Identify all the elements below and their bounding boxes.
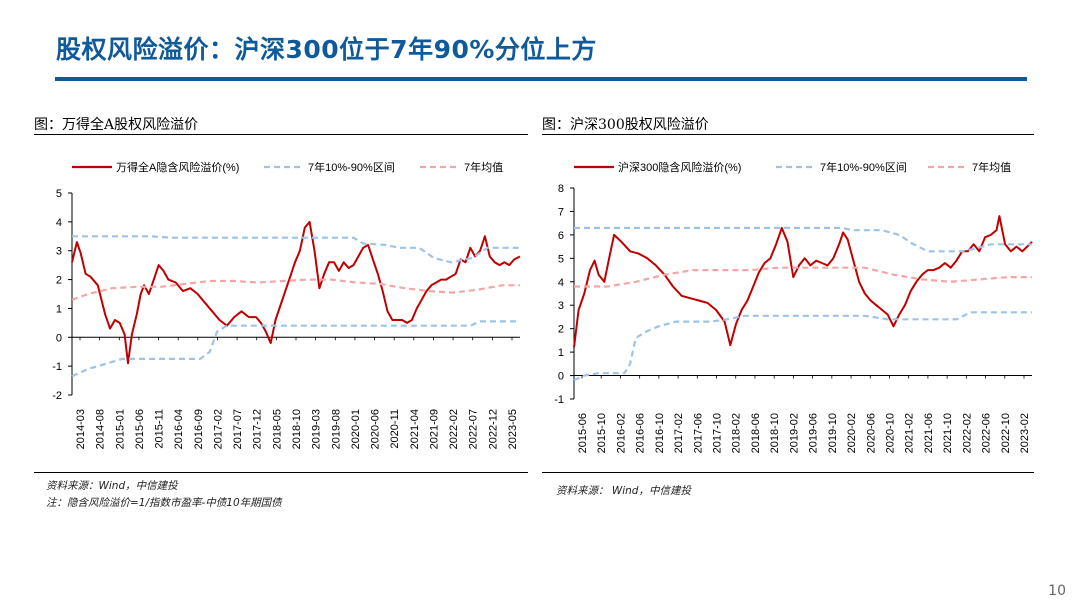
x-tick-label: 2014-08 <box>95 409 107 449</box>
right-chart-title: 图：沪深300股权风险溢价 <box>542 117 709 133</box>
left-bottom-rule <box>34 472 528 473</box>
x-tick-label: 2021-06 <box>923 413 935 453</box>
x-tick-label: 2020-11 <box>389 409 401 449</box>
series-line-3 <box>71 278 520 301</box>
x-tick-label: 2022-10 <box>1000 413 1012 453</box>
y-tick-label: 8 <box>558 183 564 195</box>
legend-label: 沪深300隐含风险溢价(%) <box>618 160 741 174</box>
right-source-note: 资料来源： Wind，中信建投 <box>556 485 691 497</box>
x-tick-label: 2019-08 <box>330 409 342 449</box>
x-tick-label: 2017-02 <box>673 413 685 453</box>
x-tick-label: 2018-10 <box>769 413 781 453</box>
x-tick-label: 2020-10 <box>884 413 896 453</box>
y-tick-label: 4 <box>558 277 564 289</box>
x-tick-label: 2020-06 <box>865 413 877 453</box>
y-tick-label: 5 <box>56 188 62 200</box>
x-tick-label: 2019-02 <box>788 413 800 453</box>
x-tick-label: 2022-07 <box>468 409 480 449</box>
y-tick-label: 3 <box>56 246 62 258</box>
y-tick-label: -1 <box>52 361 62 373</box>
right-title-rule <box>542 134 1034 135</box>
x-tick-label: 2018-02 <box>731 413 743 453</box>
y-tick-label: -2 <box>52 390 62 402</box>
x-tick-label: 2017-07 <box>232 409 244 449</box>
page-title: 股权风险溢价：沪深300位于7年90%分位上方 <box>56 35 597 64</box>
x-tick-label: 2017-12 <box>252 409 264 449</box>
x-tick-label: 2017-02 <box>212 409 224 449</box>
x-tick-label: 2020-02 <box>846 413 858 453</box>
x-tick-label: 2015-11 <box>154 409 166 449</box>
x-tick-label: 2016-02 <box>615 413 627 453</box>
legend-label: 7年10%-90%区间 <box>820 160 907 174</box>
left-title-rule <box>34 134 528 135</box>
right-bottom-rule <box>542 472 1034 473</box>
x-tick-label: 2016-10 <box>654 413 666 453</box>
x-tick-label: 2021-02 <box>904 413 916 453</box>
y-tick-label: 6 <box>558 230 564 242</box>
x-tick-label: 2015-06 <box>577 413 589 453</box>
legend-label: 万得全A隐含风险溢价(%) <box>116 160 239 174</box>
x-tick-label: 2017-06 <box>692 413 704 453</box>
x-tick-label: 2022-02 <box>448 409 460 449</box>
left-chart-title: 图：万得全A股权风险溢价 <box>34 117 199 133</box>
x-tick-label: 2016-06 <box>635 413 647 453</box>
left-chart: 5 4 3 2 1 0 -1 -2 2014-03 2014-08 2015-01 2015-06 20… <box>52 160 521 449</box>
series-line-0 <box>573 215 1033 348</box>
y-tick-label: 4 <box>56 217 62 229</box>
x-tick-label: 2018-05 <box>271 409 283 449</box>
x-tick-label: 2022-06 <box>981 413 993 453</box>
y-tick-label: 1 <box>558 347 564 359</box>
x-tick-label: 2023-05 <box>507 409 519 449</box>
y-tick-label: 0 <box>56 332 62 344</box>
x-tick-label: 2016-04 <box>173 409 185 449</box>
y-tick-label: -1 <box>554 394 564 406</box>
right-chart: 8 7 6 5 4 3 2 1 0 -1 2015-06 2015-10 2016-02 2016-06 2… <box>554 160 1033 453</box>
y-tick-label: 3 <box>558 300 564 312</box>
series-line-1 <box>71 320 520 378</box>
x-tick-label: 2019-03 <box>311 409 323 449</box>
x-tick-label: 2018-06 <box>750 413 762 453</box>
series-line-1 <box>573 311 1032 382</box>
x-tick-label: 2022-02 <box>961 413 973 453</box>
x-tick-label: 2018-10 <box>291 409 303 449</box>
series-line-0 <box>71 220 521 365</box>
y-tick-label: 2 <box>558 324 564 336</box>
x-tick-label: 2022-12 <box>487 409 499 449</box>
x-tick-label: 2023-02 <box>1019 413 1031 453</box>
y-tick-label: 7 <box>558 206 564 218</box>
y-tick-label: 5 <box>558 253 564 265</box>
y-tick-label: 1 <box>56 303 62 315</box>
x-tick-label: 2015-10 <box>596 413 608 453</box>
page-number: 10 <box>1048 583 1066 599</box>
legend-label: 7年均值 <box>972 160 1011 174</box>
series-line-3 <box>574 266 1032 288</box>
x-tick-label: 2016-09 <box>193 409 205 449</box>
left-source-note: 资料来源：Wind，中信建投 <box>46 480 178 492</box>
x-tick-label: 2019-10 <box>827 413 839 453</box>
x-tick-label: 2017-10 <box>712 413 724 453</box>
x-tick-label: 2021-09 <box>428 409 440 449</box>
x-tick-label: 2020-06 <box>370 409 382 449</box>
series-line-2 <box>574 226 1032 253</box>
x-tick-label: 2019-06 <box>808 413 820 453</box>
x-tick-label: 2015-06 <box>134 409 146 449</box>
legend-label: 7年10%-90%区间 <box>308 160 395 174</box>
x-tick-label: 2021-04 <box>409 409 421 449</box>
legend-label: 7年均值 <box>464 160 503 174</box>
left-definition-note: 注：隐含风险溢价=1/指数市盈率-中债10年期国债 <box>46 497 282 509</box>
x-tick-label: 2020-01 <box>350 409 362 449</box>
x-tick-label: 2015-01 <box>114 409 126 449</box>
x-tick-label: 2014-03 <box>75 409 87 449</box>
title-underline <box>55 77 1027 81</box>
y-tick-label: 2 <box>56 275 62 287</box>
y-tick-label: 0 <box>558 371 564 383</box>
x-tick-label: 2021-10 <box>942 413 954 453</box>
